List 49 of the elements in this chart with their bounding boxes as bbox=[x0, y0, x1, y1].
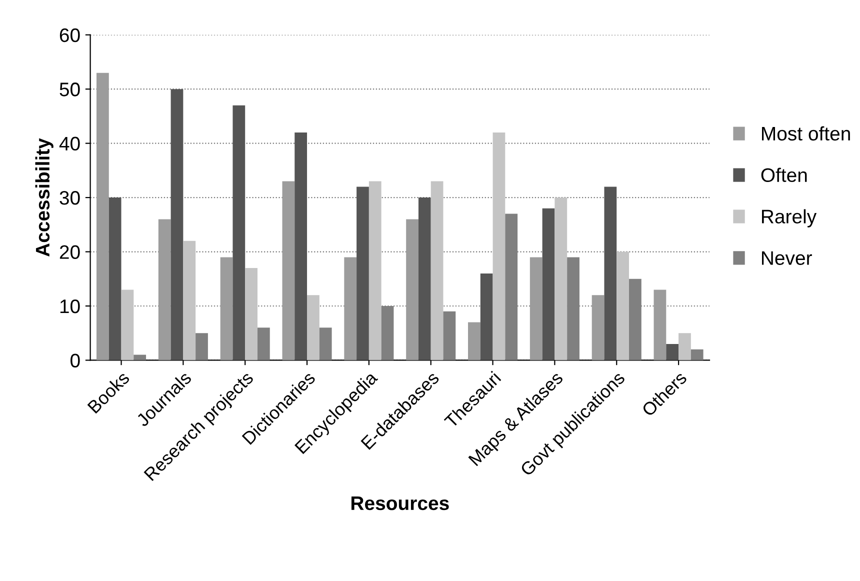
bar bbox=[158, 219, 171, 360]
bar bbox=[108, 198, 122, 360]
bar bbox=[245, 268, 258, 360]
bar bbox=[170, 89, 184, 360]
y-tick-label: 60 bbox=[60, 28, 80, 42]
legend-label: Rarely bbox=[762, 209, 817, 228]
y-tick-label: 20 bbox=[60, 245, 80, 260]
bar bbox=[604, 186, 617, 360]
bar bbox=[232, 105, 246, 360]
x-axis-title: Resources bbox=[351, 496, 449, 510]
legend-label: Most often bbox=[762, 126, 850, 141]
bar bbox=[678, 333, 691, 360]
y-tick-label: 40 bbox=[59, 136, 80, 151]
bar bbox=[196, 333, 208, 360]
bar bbox=[443, 311, 456, 360]
y-tick-label: 0 bbox=[70, 354, 80, 368]
bar bbox=[344, 257, 357, 360]
y-axis-title: Accessibility bbox=[35, 138, 54, 256]
y-tick-label: 10 bbox=[60, 299, 80, 314]
bar bbox=[134, 354, 146, 360]
bar bbox=[492, 132, 506, 360]
bar bbox=[430, 181, 444, 360]
bar bbox=[368, 181, 382, 360]
bar bbox=[319, 328, 332, 360]
bar bbox=[592, 295, 604, 360]
bar bbox=[666, 344, 679, 360]
bar bbox=[183, 240, 196, 360]
bar bbox=[356, 186, 369, 360]
legend-label: Often bbox=[761, 168, 807, 182]
bar bbox=[282, 181, 295, 360]
bar bbox=[220, 257, 233, 360]
bar bbox=[616, 252, 630, 360]
bar bbox=[480, 273, 493, 360]
bar bbox=[257, 328, 270, 360]
bar bbox=[690, 349, 704, 360]
bar bbox=[554, 198, 568, 360]
bar bbox=[654, 290, 666, 360]
bar bbox=[121, 290, 134, 360]
bar bbox=[96, 72, 109, 360]
legend-label: Never bbox=[762, 251, 812, 265]
y-tick-label: 50 bbox=[60, 82, 80, 96]
bar bbox=[406, 219, 418, 360]
bar bbox=[468, 322, 480, 360]
bar bbox=[418, 198, 431, 360]
bar bbox=[307, 295, 320, 360]
y-tick-label: 30 bbox=[60, 191, 80, 205]
bar bbox=[294, 132, 308, 360]
bar bbox=[542, 208, 555, 360]
bar bbox=[530, 257, 542, 360]
